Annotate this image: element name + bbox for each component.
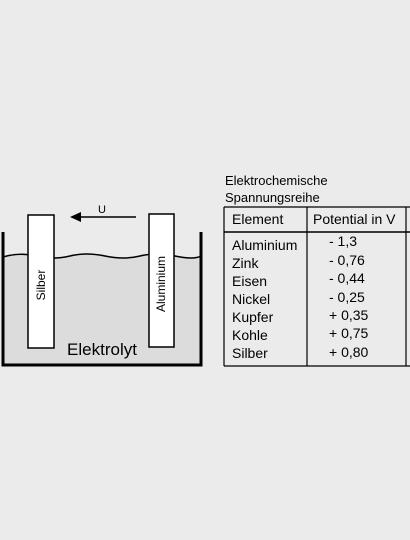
table-cell-element: Eisen: [232, 273, 267, 289]
electrolyte-label: Elektrolyt: [67, 340, 137, 359]
voltage-label: U: [98, 204, 106, 216]
table-header-element: Element: [232, 211, 283, 227]
table-cell-element: Aluminium: [232, 237, 297, 253]
table-cell-element: Nickel: [232, 291, 270, 307]
voltage-arrow-head: [70, 212, 81, 222]
table-cell-potential: - 0,76: [329, 252, 365, 268]
electrode-silver-label: Silber: [34, 270, 48, 301]
table-cell-potential: + 0,80: [329, 344, 369, 360]
table-title-line2: Spannungsreihe: [225, 190, 320, 205]
table-rows: Aluminium - 1,3 Zink - 0,76 Eisen - 0,44…: [232, 233, 369, 361]
table-cell-potential: - 0,44: [329, 270, 365, 286]
table-cell-element: Zink: [232, 255, 259, 271]
table-cell-element: Kohle: [232, 327, 268, 343]
table-cell-element: Kupfer: [232, 309, 274, 325]
table-cell-potential: + 0,75: [329, 325, 369, 341]
electrode-aluminium-label: Aluminium: [154, 256, 168, 312]
table-title-line1: Elektrochemische: [225, 173, 328, 188]
table-cell-potential: + 0,35: [329, 307, 369, 323]
table-cell-potential: - 1,3: [329, 233, 357, 249]
table-cell-element: Silber: [232, 345, 268, 361]
table-header-potential: Potential in V: [313, 211, 396, 227]
table-cell-potential: - 0,25: [329, 289, 365, 305]
